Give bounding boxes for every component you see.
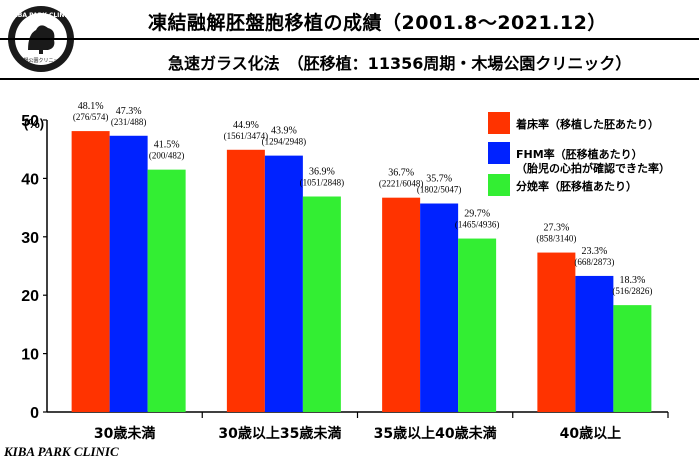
data-count-label: (200/482) [149, 151, 185, 161]
logo-text-bottom: 木場公園クリニック [18, 57, 63, 64]
data-count-label: (276/574) [73, 112, 109, 122]
y-tick-label: 20 [21, 288, 39, 305]
logo-text-top: KIBA PARK CLINIC [11, 12, 72, 19]
data-count-label: (516/2826) [612, 286, 652, 296]
legend-swatch [488, 174, 510, 196]
bar [420, 203, 459, 412]
x-tick-label: 40歳以上 [560, 425, 621, 442]
data-count-label: (2221/6048) [379, 179, 424, 189]
data-label: 35.7% [426, 174, 452, 185]
x-tick-label: 30歳以上35歳未満 [218, 425, 341, 442]
legend-label: 分娩率（胚移植あたり） [516, 179, 637, 193]
bar [575, 275, 614, 412]
data-count-label: (1294/2948) [262, 137, 307, 147]
clinic-logo: KIBA PARK CLINIC 木場公園クリニック [8, 6, 74, 72]
y-tick-label: 40 [21, 171, 39, 188]
data-count-label: (1561/3474) [224, 131, 269, 141]
data-label: 41.5% [154, 140, 180, 151]
data-count-label: (668/2873) [574, 257, 614, 267]
data-label: 36.9% [309, 167, 335, 178]
title-underline [0, 38, 699, 40]
subtitle-underline [0, 78, 699, 80]
data-label: 48.1% [78, 101, 104, 112]
page-title: 凍結融解胚盤胞移植の成績（2001.8～2021.12） [148, 12, 607, 34]
data-label: 36.7% [388, 168, 414, 179]
x-tick-label: 30歳未満 [94, 425, 155, 442]
data-label: 18.3% [619, 275, 645, 286]
y-tick-label: 30 [21, 230, 39, 247]
page-subtitle: 急速ガラス化法 （胚移植：11356周期・木場公園クリニック） [168, 54, 632, 73]
x-tick-label: 35歳以上40歳未満 [374, 425, 497, 442]
data-label: 43.9% [271, 126, 297, 137]
bar [458, 238, 497, 412]
bar [382, 197, 421, 412]
bar [302, 196, 341, 412]
data-count-label: (1051/2848) [300, 178, 345, 188]
bar [226, 149, 265, 412]
header: KIBA PARK CLINIC 木場公園クリニック 凍結融解胚盤胞移植の成績（… [0, 0, 699, 92]
legend-label: 着床率（移植した胚あたり） [515, 117, 659, 131]
data-label: 23.3% [581, 246, 607, 257]
y-axis-label: (%) [24, 116, 44, 131]
bar [264, 155, 303, 412]
y-tick-label: 10 [21, 347, 39, 364]
bar [109, 135, 148, 412]
data-label: 29.7% [464, 209, 490, 220]
data-label: 44.9% [233, 120, 259, 131]
data-label: 47.3% [116, 106, 142, 117]
data-count-label: (1802/5047) [417, 185, 462, 195]
bar [71, 131, 110, 412]
data-count-label: (858/3140) [536, 234, 576, 244]
data-count-label: (1465/4936) [455, 220, 500, 230]
data-count-label: (231/488) [111, 117, 147, 127]
data-label: 27.3% [543, 223, 569, 234]
bar [613, 305, 652, 412]
y-tick-label: 50 [21, 113, 39, 130]
footer-text: KIBA PARK CLINIC [4, 444, 119, 459]
legend-label-line2: （胎児の心拍が確認できた率） [516, 161, 670, 175]
y-tick-label: 0 [30, 405, 39, 422]
legend-label: FHM率（胚移植あたり） [516, 147, 643, 161]
bar [537, 252, 576, 412]
legend-swatch [488, 112, 510, 134]
bar [147, 169, 186, 412]
legend-swatch [488, 142, 510, 164]
